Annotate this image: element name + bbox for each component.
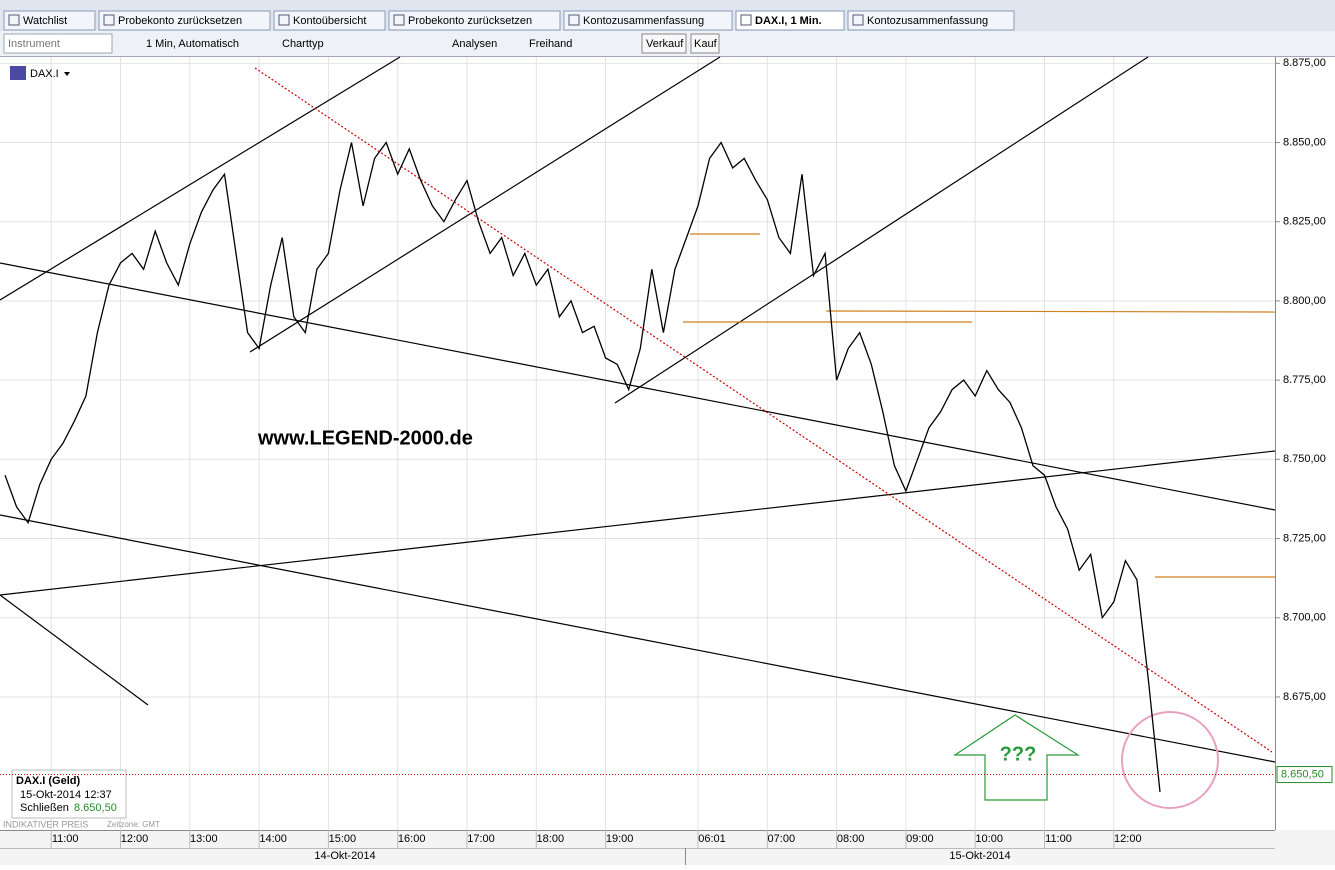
y-tick-label: 8.850,00 (1283, 136, 1326, 148)
sell-button[interactable] (641, 33, 687, 54)
tab[interactable] (388, 10, 561, 31)
last-price-tag (1276, 766, 1333, 784)
x-tick-label: 07:00 (768, 833, 796, 845)
y-tick-label: 8.750,00 (1283, 453, 1326, 465)
interval-select[interactable]: 1 Min, Automatisch (146, 38, 239, 50)
tab-icon (852, 14, 864, 26)
sell-label: Verkauf (646, 38, 684, 50)
tab-icon (278, 14, 290, 26)
charttype-menu[interactable]: Charttyp (282, 38, 324, 50)
legend-entry: DAX.I (30, 68, 59, 80)
x-tick-label: 13:00 (190, 833, 218, 845)
y-tick-label: 8.725,00 (1283, 532, 1326, 544)
info-box (11, 769, 127, 819)
instrument-placeholder: Instrument (8, 38, 60, 50)
x-tick-label: 10:00 (975, 833, 1003, 845)
level-line (825, 310, 1276, 313)
x-tick-label: 19:00 (606, 833, 634, 845)
tab-icon (8, 14, 20, 26)
date-label: 15-Okt-2014 (949, 850, 1010, 862)
watermark: www.LEGEND-2000.de (257, 427, 473, 449)
drawings (0, 56, 1276, 809)
highlight-circle (1121, 711, 1219, 809)
footer-note: INDIKATIVER PREIS (3, 819, 88, 829)
info-date: 15-Okt-2014 12:37 (20, 789, 112, 801)
y-tick-label: 8.700,00 (1283, 612, 1326, 624)
x-tick-label: 06:01 (698, 833, 726, 845)
tab[interactable] (273, 10, 386, 31)
x-tick-label: 12:00 (1114, 833, 1142, 845)
info-title: DAX.I (Geld) (16, 775, 81, 787)
trendline (249, 56, 721, 353)
x-tick-label: 12:00 (121, 833, 149, 845)
y-axis-panel (1275, 57, 1335, 865)
x-tick-label: 15:00 (329, 833, 357, 845)
x-tick-label: 14:00 (259, 833, 287, 845)
trendline (0, 514, 1276, 763)
x-tick-label: 17:00 (467, 833, 495, 845)
y-tick-label: 8.875,00 (1283, 57, 1326, 69)
tab-label: Kontoübersicht (293, 15, 366, 27)
x-axis-panel (0, 830, 1335, 865)
trendline (254, 67, 1273, 753)
trendline (0, 450, 1276, 596)
info-close-label: Schließen (20, 802, 69, 814)
tab-label: Probekonto zurücksetzen (118, 15, 242, 27)
tab-icon (568, 14, 580, 26)
tabs: Watchlist Probekonto zurücksetzen Kontoübe… (3, 10, 1015, 31)
tab-label: Probekonto zurücksetzen (408, 15, 532, 27)
tab-label: DAX.I, 1 Min. (755, 15, 822, 27)
x-tick-label: 11:00 (1045, 833, 1072, 845)
x-tick-label: 11:00 (52, 833, 79, 845)
tab[interactable] (98, 10, 271, 31)
tab-label: Watchlist (23, 15, 67, 27)
trendline (0, 262, 1276, 511)
buy-label: Kauf (694, 38, 718, 50)
freihand-menu[interactable]: Freihand (529, 38, 572, 50)
y-tick-label: 8.675,00 (1283, 691, 1326, 703)
info-close-value: 8.650,50 (74, 802, 117, 814)
x-tick-label: 09:00 (906, 833, 934, 845)
trendline (614, 56, 1149, 404)
dropdown-arrow[interactable] (64, 72, 70, 76)
tab-label: Kontozusammenfassung (867, 15, 988, 27)
annotation: ??? (1000, 743, 1037, 765)
plot (4, 141, 1161, 793)
tab-icon (740, 14, 752, 26)
trendline (0, 594, 149, 706)
tab[interactable] (847, 10, 1015, 31)
analysen-menu[interactable]: Analysen (452, 38, 497, 50)
grid (0, 57, 1275, 830)
tab[interactable] (563, 10, 733, 31)
x-tick-label: 08:00 (837, 833, 865, 845)
tab[interactable] (735, 10, 845, 31)
last-price-label: 8.650,50 (1281, 768, 1324, 780)
price-line (4, 141, 1161, 793)
tab-label: Kontozusammenfassung (583, 15, 704, 27)
footer-timezone: Zeitzone: GMT (107, 820, 160, 829)
instrument-input[interactable] (3, 33, 113, 54)
tab[interactable] (3, 10, 96, 31)
y-tick-label: 8.825,00 (1283, 216, 1326, 228)
tab-icon (103, 14, 115, 26)
buy-button[interactable] (690, 33, 720, 54)
x-tick-label: 18:00 (537, 833, 565, 845)
instrument-icon (10, 66, 26, 80)
y-tick-label: 8.775,00 (1283, 374, 1326, 386)
x-tick-label: 16:00 (398, 833, 426, 845)
arrow (953, 714, 1081, 801)
tab-icon (393, 14, 405, 26)
trendline (0, 56, 401, 301)
y-tick-label: 8.800,00 (1283, 295, 1326, 307)
date-label: 14-Okt-2014 (314, 850, 375, 862)
